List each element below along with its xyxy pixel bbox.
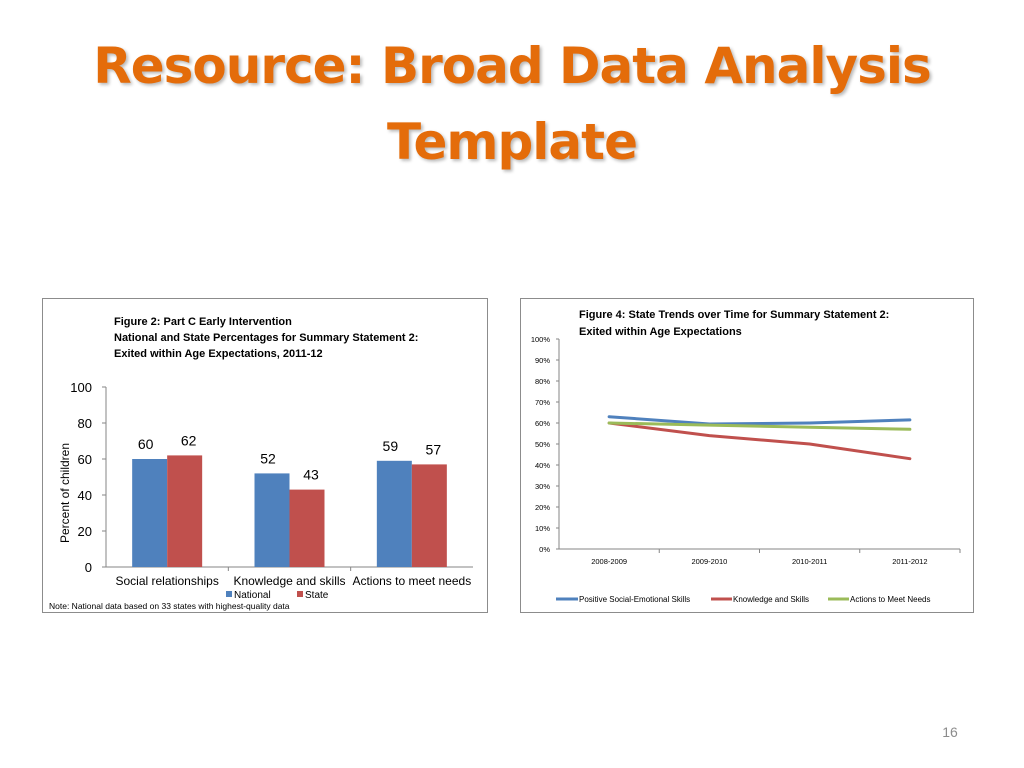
line-chart-category-label: 2008-2009 bbox=[591, 557, 627, 566]
figure-2-bar-chart: Figure 2: Part C Early Intervention Nati… bbox=[42, 298, 488, 613]
bar-state bbox=[289, 489, 325, 567]
bar-data-label: 59 bbox=[383, 438, 399, 454]
line-chart-y-tick-label: 50% bbox=[535, 440, 550, 449]
bar-chart-y-tick-label: 20 bbox=[78, 524, 92, 539]
bar-chart-legend: National State bbox=[226, 590, 329, 601]
legend-label-positive: Positive Social-Emotional Skills bbox=[579, 595, 690, 604]
page-number: 16 bbox=[942, 724, 958, 740]
line-chart-title: Figure 4: State Trends over Time for Sum… bbox=[579, 309, 889, 338]
bar-data-label: 43 bbox=[303, 467, 319, 483]
bar-national bbox=[132, 459, 168, 567]
line-chart-y-tick-label: 20% bbox=[535, 503, 550, 512]
slide-title-line1: Resource: Broad Data Analysis bbox=[93, 37, 932, 95]
bar-chart-title-line2: National and State Percentages for Summa… bbox=[114, 332, 418, 344]
bar-data-label: 60 bbox=[138, 436, 154, 452]
bar-chart-title: Figure 2: Part C Early Intervention Nati… bbox=[114, 316, 418, 360]
legend-label-national: National bbox=[234, 590, 271, 601]
bar-data-label: 62 bbox=[181, 432, 197, 448]
line-chart-svg: Figure 4: State Trends over Time for Sum… bbox=[531, 309, 961, 604]
line-chart-y-tick-label: 60% bbox=[535, 419, 550, 428]
line-chart-legend: Positive Social-Emotional Skills Knowled… bbox=[556, 595, 930, 604]
slide-title: Resource: Broad Data Analysis Template bbox=[0, 28, 1024, 180]
bar-chart-y-tick-label: 0 bbox=[85, 560, 92, 575]
line-chart-y-tick-label: 90% bbox=[535, 356, 550, 365]
bar-national bbox=[254, 473, 290, 567]
line-chart-y-tick-label: 40% bbox=[535, 461, 550, 470]
line-series-1 bbox=[607, 421, 912, 461]
slide-title-line2: Template bbox=[387, 113, 638, 171]
line-chart-y-tick-label: 10% bbox=[535, 524, 550, 533]
line-chart-category-label: 2011-2012 bbox=[892, 557, 927, 566]
line-chart-y-tick-label: 100% bbox=[531, 335, 551, 344]
bar-chart-svg: Figure 2: Part C Early Intervention Nati… bbox=[49, 316, 473, 611]
legend-label-actions: Actions to Meet Needs bbox=[850, 595, 930, 604]
figure-4-line-chart: Figure 4: State Trends over Time for Sum… bbox=[520, 298, 974, 613]
legend-label-knowledge: Knowledge and Skills bbox=[733, 595, 809, 604]
bar-chart-y-tick-label: 60 bbox=[78, 452, 92, 467]
bar-data-label: 57 bbox=[426, 441, 442, 457]
line-chart-y-tick-label: 80% bbox=[535, 377, 550, 386]
bar-chart-y-tick-label: 40 bbox=[78, 488, 92, 503]
legend-swatch-state bbox=[297, 591, 303, 597]
legend-swatch-national bbox=[226, 591, 232, 597]
bar-chart-plot-area: 0 20 40 60 80 100 60 62 Social relationships 52 43… bbox=[70, 380, 473, 588]
line-series-2 bbox=[607, 421, 912, 431]
bar-chart-category-label: Social relationships bbox=[115, 574, 218, 588]
bar-chart-note: Note: National data based on 33 states w… bbox=[49, 601, 290, 611]
bar-state bbox=[411, 464, 447, 567]
bar-chart-y-tick-label: 100 bbox=[70, 380, 92, 395]
line-chart-category-label: 2009-2010 bbox=[691, 557, 727, 566]
bar-chart-y-tick-label: 80 bbox=[78, 416, 92, 431]
bar-state bbox=[167, 455, 203, 567]
bar-data-label: 52 bbox=[260, 450, 276, 466]
bar-national bbox=[376, 460, 412, 567]
line-chart-y-tick-label: 30% bbox=[535, 482, 550, 491]
bar-chart-category-label: Knowledge and skills bbox=[233, 574, 345, 588]
bar-chart-y-axis-label: Percent of children bbox=[58, 443, 72, 543]
line-chart-y-tick-label: 0% bbox=[539, 545, 550, 554]
line-chart-title-line2: Exited within Age Expectations bbox=[579, 326, 742, 338]
line-chart-plot-area: 0% 10% 20% 30% 40% 50% 60% 70% 80% 90% 100% 2008-20… bbox=[531, 335, 961, 566]
bar-chart-title-line3: Exited within Age Expectations, 2011-12 bbox=[114, 348, 323, 360]
bar-chart-category-label: Actions to meet needs bbox=[352, 574, 471, 588]
line-series-0 bbox=[607, 415, 912, 426]
bar-chart-title-line1: Figure 2: Part C Early Intervention bbox=[114, 316, 292, 328]
legend-label-state: State bbox=[305, 590, 329, 601]
line-chart-title-line1: Figure 4: State Trends over Time for Sum… bbox=[579, 309, 889, 321]
line-chart-category-label: 2010-2011 bbox=[792, 557, 827, 566]
line-chart-y-tick-label: 70% bbox=[535, 398, 550, 407]
